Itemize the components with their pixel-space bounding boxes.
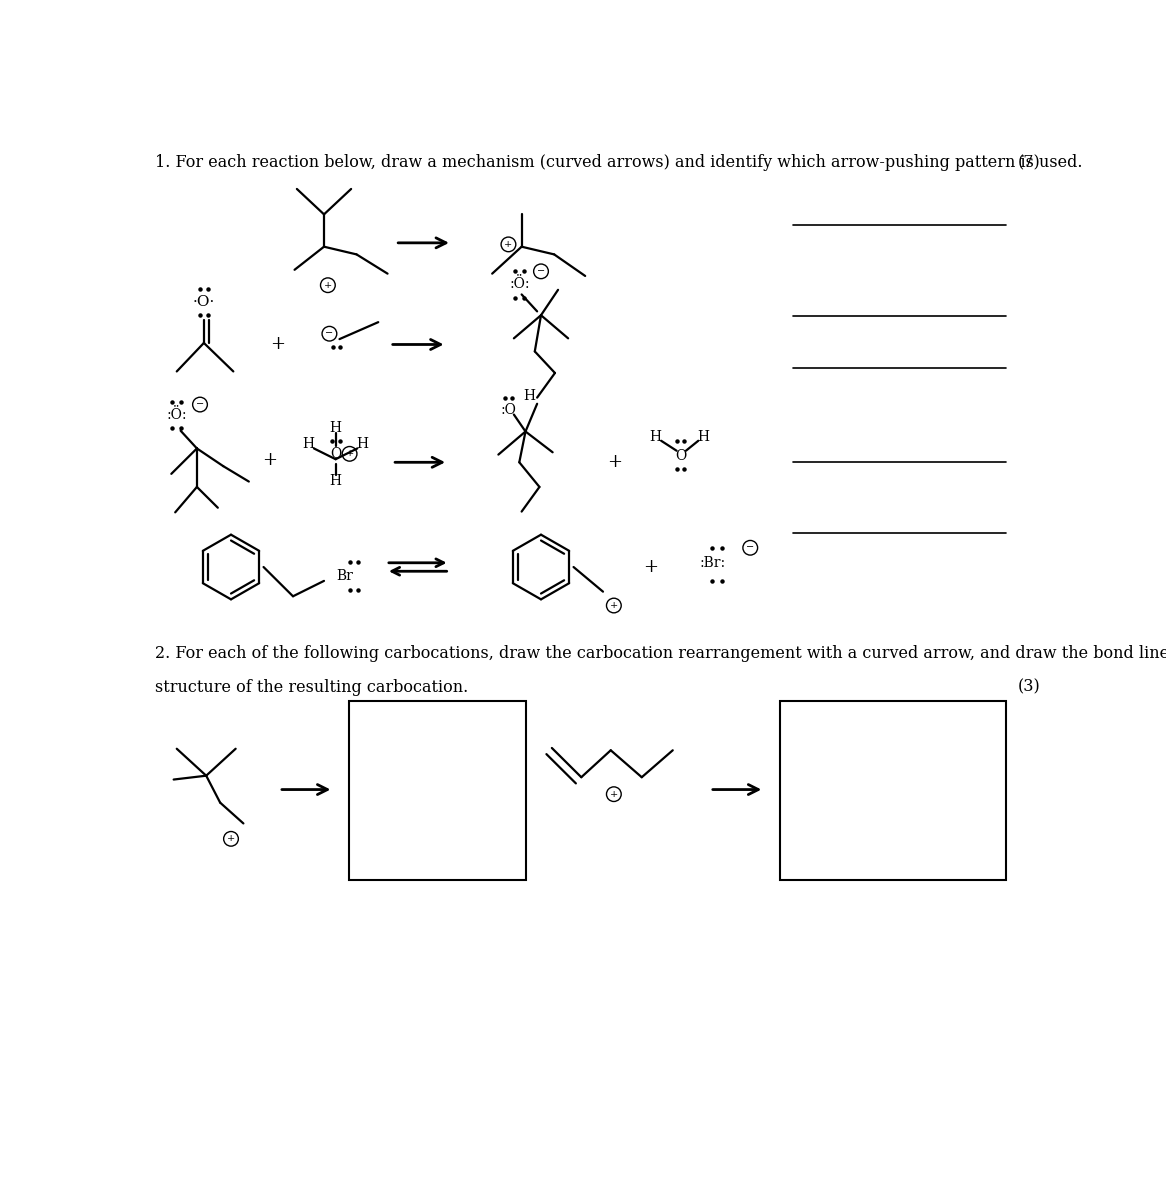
Text: +: + [345, 450, 353, 458]
Text: H: H [524, 389, 535, 403]
Text: Br: Br [337, 569, 353, 584]
Text: +: + [644, 559, 659, 576]
Text: H: H [649, 429, 661, 444]
Text: +: + [262, 451, 278, 469]
Text: +: + [324, 281, 332, 289]
Text: (3): (3) [1018, 678, 1040, 696]
Text: O: O [675, 450, 686, 463]
Text: 1. For each reaction below, draw a mechanism (curved arrows) and identify which : 1. For each reaction below, draw a mecha… [155, 154, 1082, 171]
Text: O: O [330, 447, 342, 460]
Text: :Ö:: :Ö: [510, 277, 529, 292]
Text: 2. For each of the following carbocations, draw the carbocation rearrangement wi: 2. For each of the following carbocation… [155, 645, 1166, 661]
Text: H: H [357, 437, 368, 451]
Text: −: − [325, 329, 333, 338]
Text: +: + [505, 240, 513, 249]
Text: +: + [227, 835, 236, 843]
Text: :Ö:: :Ö: [167, 408, 187, 422]
Bar [780, 701, 1006, 879]
Text: +: + [610, 789, 618, 799]
Text: −: − [536, 267, 545, 276]
Text: +: + [610, 602, 618, 610]
Text: −: − [196, 399, 204, 409]
Text: (7): (7) [1018, 154, 1040, 171]
Bar [349, 701, 526, 879]
Text: ·O·: ·O· [192, 295, 215, 309]
Text: −: − [746, 543, 754, 553]
Text: structure of the resulting carbocation.: structure of the resulting carbocation. [155, 678, 469, 696]
Text: :Br:: :Br: [700, 556, 725, 570]
Text: +: + [607, 453, 623, 471]
Text: H: H [330, 421, 342, 435]
Text: H: H [330, 474, 342, 488]
Text: H: H [697, 429, 710, 444]
Text: :O: :O [500, 403, 517, 417]
Text: H: H [302, 437, 315, 451]
Text: +: + [271, 336, 285, 354]
